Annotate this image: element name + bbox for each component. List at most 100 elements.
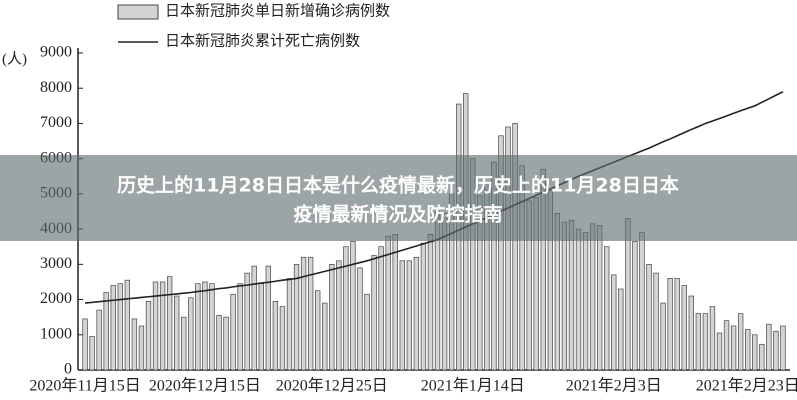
bar <box>702 313 709 371</box>
y-tick-label: 3000 <box>40 255 72 272</box>
bar <box>343 246 349 371</box>
bar <box>322 302 328 371</box>
bar <box>737 313 744 371</box>
bar <box>766 323 772 371</box>
bar <box>131 318 138 371</box>
bar <box>159 281 166 371</box>
bar <box>279 306 286 371</box>
bar <box>265 265 272 371</box>
bar <box>596 225 603 371</box>
bar <box>618 288 624 371</box>
bar <box>420 242 427 371</box>
bar <box>244 272 250 371</box>
bar <box>195 283 201 371</box>
bar <box>378 246 384 371</box>
x-tick-label: 2021年2月3日 <box>566 377 662 395</box>
bar <box>413 256 420 371</box>
bar <box>286 278 293 371</box>
legend-swatch <box>117 4 159 20</box>
bar <box>688 295 694 371</box>
bar <box>364 293 370 371</box>
headline: 疫情最新情况及防控指南 <box>293 203 502 226</box>
bar <box>399 260 405 371</box>
bar <box>89 336 95 371</box>
bar <box>307 256 314 371</box>
x-tick-label: 2021年2月23日 <box>696 377 797 395</box>
bar <box>209 283 215 371</box>
x-tick-label: 2020年12月25日 <box>276 377 388 395</box>
bar <box>723 320 730 371</box>
bar <box>730 325 737 371</box>
bar <box>406 260 413 371</box>
bar <box>681 285 687 371</box>
bar <box>315 290 321 371</box>
bar <box>350 241 356 371</box>
bar <box>575 228 582 371</box>
bar <box>745 329 751 371</box>
bar <box>392 234 398 371</box>
y-tick-label: 8000 <box>40 79 72 96</box>
bar <box>611 274 617 371</box>
bar <box>660 302 666 371</box>
bar <box>632 241 638 371</box>
x-tick-label: 2020年12月15日 <box>149 377 261 395</box>
bar <box>300 256 307 371</box>
y-tick-label: 2000 <box>40 290 72 307</box>
bar <box>773 330 779 371</box>
bar <box>216 315 222 371</box>
bar <box>589 223 596 371</box>
bar <box>674 278 680 371</box>
bar <box>336 260 342 371</box>
bar <box>110 285 116 371</box>
bar <box>166 276 173 371</box>
y-axis-label: (人) <box>2 50 27 67</box>
bar <box>103 292 109 371</box>
bar <box>561 221 568 371</box>
bar <box>188 297 194 371</box>
legend-label: 日本新冠肺炎累计死亡病例数 <box>165 32 360 49</box>
bar <box>604 246 610 371</box>
bar <box>505 126 511 371</box>
bar <box>138 325 145 371</box>
bar <box>293 263 300 371</box>
bar <box>639 232 645 371</box>
bar <box>152 281 159 371</box>
bar <box>427 234 434 371</box>
bar <box>329 263 335 371</box>
bar <box>385 235 391 371</box>
headline-banner <box>0 155 797 241</box>
y-tick-label: 1000 <box>40 325 72 342</box>
bar <box>667 278 673 371</box>
bar <box>759 343 765 371</box>
bar <box>237 283 243 371</box>
bar <box>82 318 88 371</box>
bar <box>357 267 363 371</box>
bar <box>258 283 264 371</box>
bar <box>780 325 786 371</box>
y-tick-label: 9000 <box>40 44 72 61</box>
bar <box>96 309 102 371</box>
bar <box>695 313 702 371</box>
bar <box>230 293 236 371</box>
bar <box>625 218 631 371</box>
y-tick-label: 0 <box>64 361 72 378</box>
bar <box>371 255 377 371</box>
bar <box>752 334 758 371</box>
bar <box>251 265 257 371</box>
x-tick-label: 2021年1月14日 <box>421 377 525 395</box>
bar <box>568 219 575 371</box>
bar <box>653 272 659 371</box>
bar <box>646 263 652 371</box>
bar <box>498 135 504 371</box>
headline: 历史上的11月28日日本是什么疫情最新，历史上的11月28日日本 <box>117 174 679 197</box>
bar <box>709 306 716 371</box>
bar <box>272 300 279 371</box>
bar <box>716 332 723 371</box>
bar <box>202 281 208 371</box>
bar <box>117 283 123 371</box>
legend-label: 日本新冠肺炎单日新增确诊病例数 <box>165 2 390 19</box>
bar <box>512 123 518 371</box>
bar <box>124 279 131 371</box>
y-tick-label: 7000 <box>40 114 72 131</box>
